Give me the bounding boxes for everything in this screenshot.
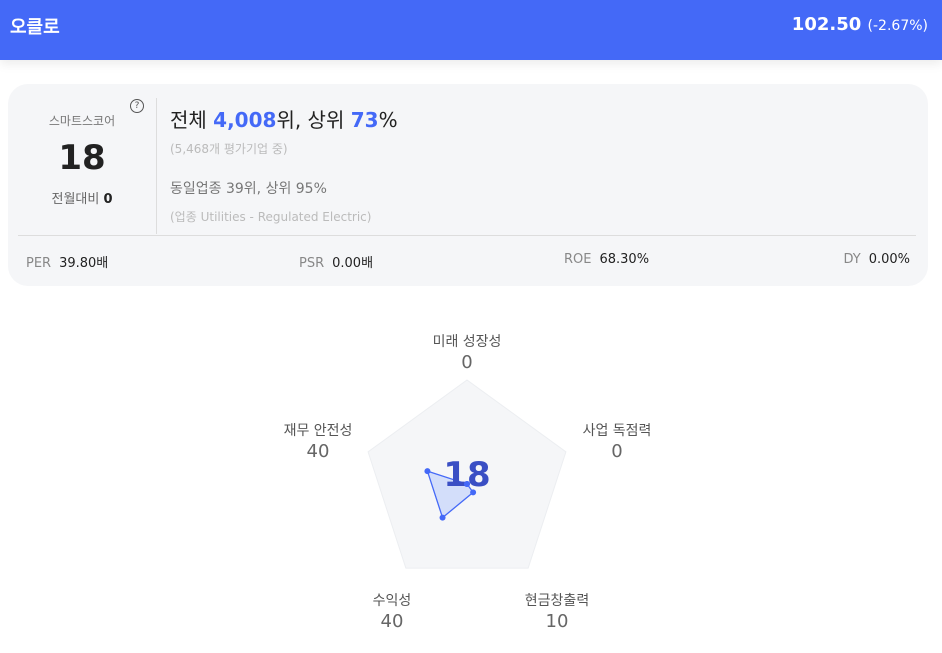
axis-value: 40 xyxy=(380,611,404,632)
radar-data-point xyxy=(464,481,470,487)
metric-per: PER 39.80배 xyxy=(26,252,108,271)
axis-label-moat: 사업 독점력 0 xyxy=(557,420,677,462)
axis-value: 0 xyxy=(461,352,473,373)
month-over-month: 전월대비 0 xyxy=(8,188,156,207)
percentile-value: 73 xyxy=(350,108,379,132)
radar-background xyxy=(367,379,567,569)
mom-label: 전월대비 xyxy=(51,192,100,207)
header: 오클로 102.50 (-2.67%) xyxy=(0,0,942,60)
metric-key: PSR xyxy=(299,256,325,271)
divider xyxy=(156,98,157,234)
score-value: 18 xyxy=(58,138,106,178)
axis-name: 사업 독점력 xyxy=(582,423,652,439)
mom-value: 0 xyxy=(103,192,113,207)
metric-value: 68.30% xyxy=(599,252,650,267)
metric-key: ROE xyxy=(564,252,592,267)
metric-value: 0.00배 xyxy=(332,256,374,271)
radar-data-point xyxy=(439,514,446,521)
stock-price: 102.50 (-2.67%) xyxy=(792,14,928,35)
percent-sign: % xyxy=(378,108,398,132)
axis-name: 수익성 xyxy=(372,593,412,609)
score-panel: 스마트스코어 ? 18 전월대비 0 xyxy=(8,84,156,234)
total-note: (5,468개 평가기업 중) xyxy=(170,142,288,156)
axis-label-growth: 미래 성장성 0 xyxy=(407,331,527,373)
axis-value: 40 xyxy=(306,441,330,462)
radar-center-score: 18 xyxy=(443,455,490,495)
radar-data-point xyxy=(470,489,477,496)
rank-mid: 위, 상위 xyxy=(276,108,351,132)
metric-roe: ROE 68.30% xyxy=(564,252,649,267)
stock-name: 오클로 xyxy=(10,17,60,38)
industry-rank: 동일업종 39위, 상위 95% xyxy=(170,181,327,197)
metric-dy: DY 0.00% xyxy=(843,252,910,267)
score-card: 스마트스코어 ? 18 전월대비 0 전체 4,008위, 상위 73% (5,… xyxy=(8,84,928,286)
metric-psr: PSR 0.00배 xyxy=(299,252,373,271)
price-value: 102.50 xyxy=(791,14,862,35)
axis-name: 미래 성장성 xyxy=(432,334,502,350)
axis-name: 재무 안전성 xyxy=(283,423,353,439)
axis-label-cashflow: 현금창출력 10 xyxy=(497,590,617,632)
price-change: (-2.67%) xyxy=(867,18,928,34)
axis-value: 10 xyxy=(545,611,569,632)
axis-label-financial-safety: 재무 안전성 40 xyxy=(258,420,378,462)
metric-value: 39.80배 xyxy=(59,256,109,271)
divider xyxy=(18,235,916,236)
rank-value: 4,008 xyxy=(213,108,277,132)
radar-data-point xyxy=(424,468,431,475)
metric-key: DY xyxy=(843,252,861,267)
question-icon[interactable]: ? xyxy=(130,99,144,113)
axis-label-profitability: 수익성 40 xyxy=(332,590,452,632)
overall-rank: 전체 4,008위, 상위 73% xyxy=(170,104,398,133)
axis-value: 0 xyxy=(611,441,623,462)
metric-key: PER xyxy=(26,256,52,271)
rank-prefix: 전체 xyxy=(170,108,214,132)
score-label: 스마트스코어 xyxy=(48,114,116,128)
metric-value: 0.00% xyxy=(868,252,910,267)
axis-name: 현금창출력 xyxy=(524,593,590,609)
industry-note: (업종 Utilities - Regulated Electric) xyxy=(170,210,372,224)
